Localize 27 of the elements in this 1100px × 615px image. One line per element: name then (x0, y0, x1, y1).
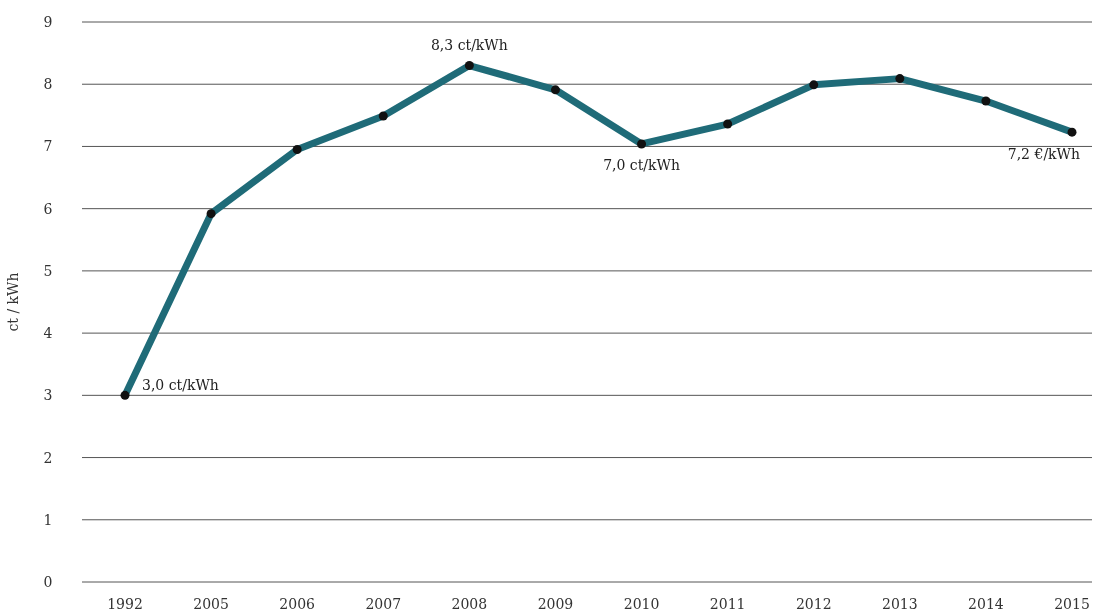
annotation: 3,0 ct/kWh (142, 377, 219, 394)
x-tick-label: 2006 (279, 596, 316, 612)
y-tick-label: 5 (43, 262, 53, 279)
y-tick-label: 1 (43, 511, 53, 528)
annotation: 7,2 €/kWh (1007, 146, 1080, 163)
x-tick-label: 2010 (623, 596, 660, 612)
y-axis-title: ct / kWh (5, 272, 21, 332)
y-tick-label: 2 (43, 449, 53, 466)
y-tick-label: 3 (43, 387, 53, 404)
x-tick-label: 2005 (193, 596, 229, 612)
y-tick-label: 4 (43, 325, 53, 342)
x-tick-label: 2012 (795, 596, 832, 612)
y-tick-label: 8 (43, 76, 53, 93)
x-tick-label: 2013 (882, 596, 918, 612)
x-tick-label: 2011 (709, 596, 746, 612)
annotation: 8,3 ct/kWh (430, 36, 508, 53)
x-tick-label: 2009 (537, 596, 574, 612)
x-tick-label: 2014 (968, 596, 1004, 612)
y-tick-label: 9 (43, 14, 53, 30)
x-tick-label: 1992 (107, 596, 143, 612)
y-tick-label: 6 (43, 200, 53, 217)
x-tick-label: 2015 (1054, 596, 1090, 612)
annotation: 7,0 ct/kWh (603, 156, 680, 173)
x-tick-label: 2007 (365, 596, 402, 612)
x-tick-label: 2008 (451, 596, 488, 612)
y-tick-label: 7 (43, 138, 53, 155)
y-tick-label: 0 (43, 574, 53, 590)
